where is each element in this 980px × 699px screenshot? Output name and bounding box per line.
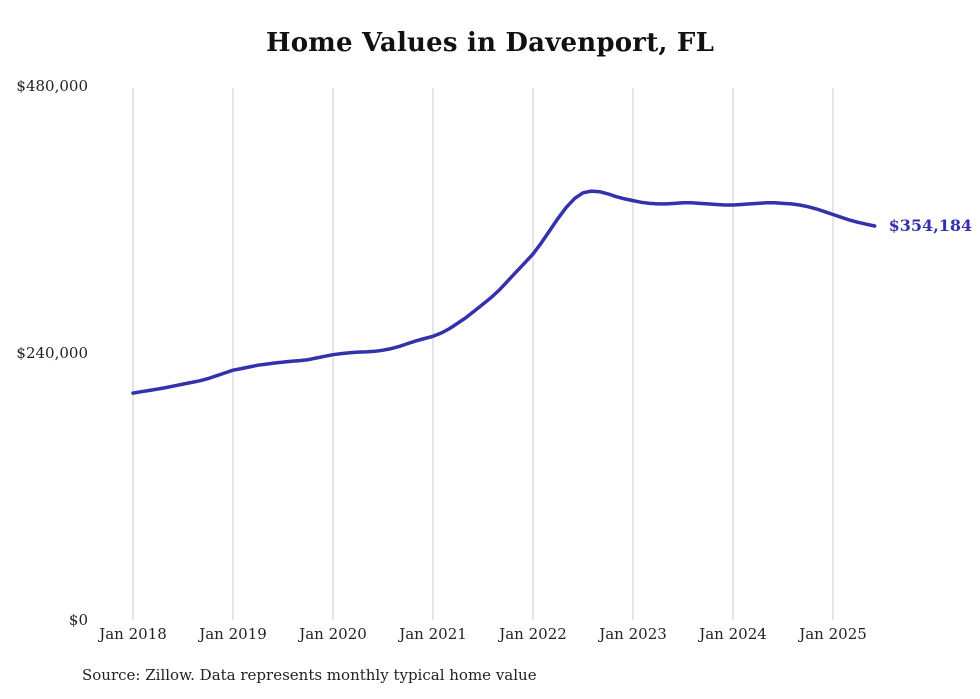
x-tick-label: Jan 2024 bbox=[697, 625, 767, 643]
source-note: Source: Zillow. Data represents monthly … bbox=[82, 666, 537, 684]
x-tick-label: Jan 2025 bbox=[797, 625, 867, 643]
latest-value-label: $354,184 bbox=[888, 215, 973, 235]
x-tick-label: Jan 2020 bbox=[297, 625, 367, 643]
x-tick-label: Jan 2019 bbox=[197, 625, 267, 643]
chart-title: Home Values in Davenport, FL bbox=[265, 28, 715, 58]
x-tick-label: Jan 2021 bbox=[397, 625, 467, 643]
x-tick-label: Jan 2023 bbox=[597, 625, 667, 643]
home-value-line bbox=[131, 189, 877, 395]
y-tick-label: $240,000 bbox=[16, 344, 88, 362]
x-tick-label: Jan 2022 bbox=[497, 625, 567, 643]
y-tick-label: $0 bbox=[69, 611, 88, 629]
x-tick-label: Jan 2018 bbox=[97, 625, 167, 643]
y-tick-label: $480,000 bbox=[16, 77, 88, 95]
